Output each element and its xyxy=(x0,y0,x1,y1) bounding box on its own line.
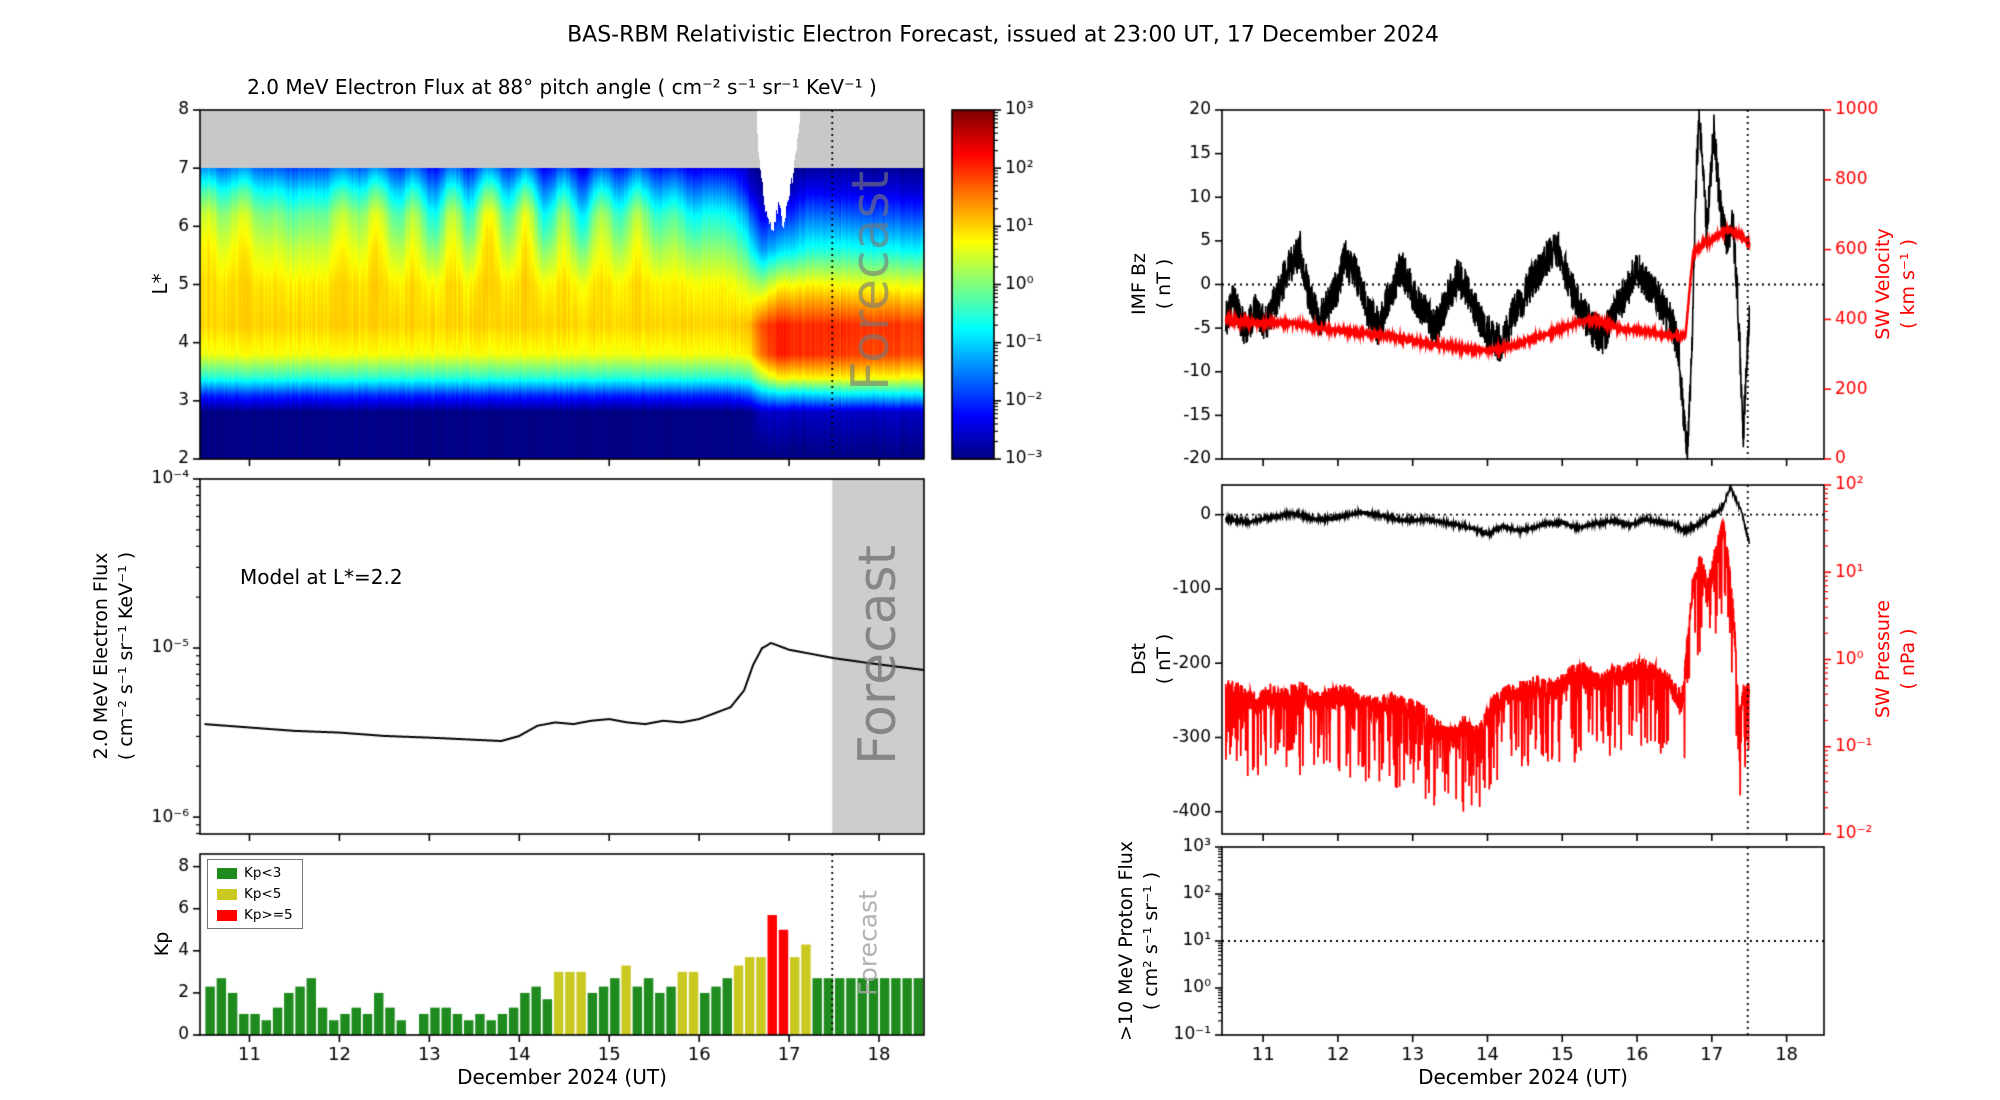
legend-item-kp-high: Kp>=5 xyxy=(217,907,293,923)
forecast-watermark-kp: Forecast xyxy=(853,890,883,996)
forecast-watermark-flux: Forecast xyxy=(848,544,908,766)
kp-mid-swatch xyxy=(217,888,237,900)
kp-high-swatch xyxy=(217,909,237,921)
spectrogram-title: 2.0 MeV Electron Flux at 88° pitch angle… xyxy=(247,75,877,99)
legend-label: Kp>=5 xyxy=(244,907,293,923)
imf-bz-axis-label: IMF Bz( nT ) xyxy=(1128,253,1175,315)
legend-label: Kp<3 xyxy=(244,865,282,881)
model-annotation: Model at L*=2.2 xyxy=(240,565,403,589)
dst-axis-label: Dst( nT ) xyxy=(1128,633,1175,685)
legend-item-kp-low: Kp<3 xyxy=(217,865,293,881)
legend-item-kp-mid: Kp<5 xyxy=(217,886,293,902)
kp-low-swatch xyxy=(217,867,237,879)
forecast-watermark-spectrogram: Forecast xyxy=(841,170,901,392)
sw-pressure-axis-label: SW Pressure( nPa ) xyxy=(1872,599,1919,719)
legend-label: Kp<5 xyxy=(244,886,282,902)
sw-velocity-axis-label: SW Velocity( km s⁻¹ ) xyxy=(1872,228,1919,340)
kp-axis-label: Kp xyxy=(151,931,173,957)
x-axis-label-left: December 2024 (UT) xyxy=(457,1065,667,1089)
proton-flux-axis-label: >10 MeV Proton Flux( cm² s⁻¹ sr⁻¹ ) xyxy=(1115,840,1162,1042)
flux-axis-label: 2.0 MeV Electron Flux( cm⁻² s⁻¹ sr⁻¹ KeV… xyxy=(90,551,137,761)
kp-legend: Kp<3 Kp<5 Kp>=5 xyxy=(207,859,303,929)
x-axis-label-right: December 2024 (UT) xyxy=(1418,1065,1628,1089)
page-title: BAS-RBM Relativistic Electron Forecast, … xyxy=(567,22,1439,48)
lstar-axis-label: L* xyxy=(148,273,172,295)
